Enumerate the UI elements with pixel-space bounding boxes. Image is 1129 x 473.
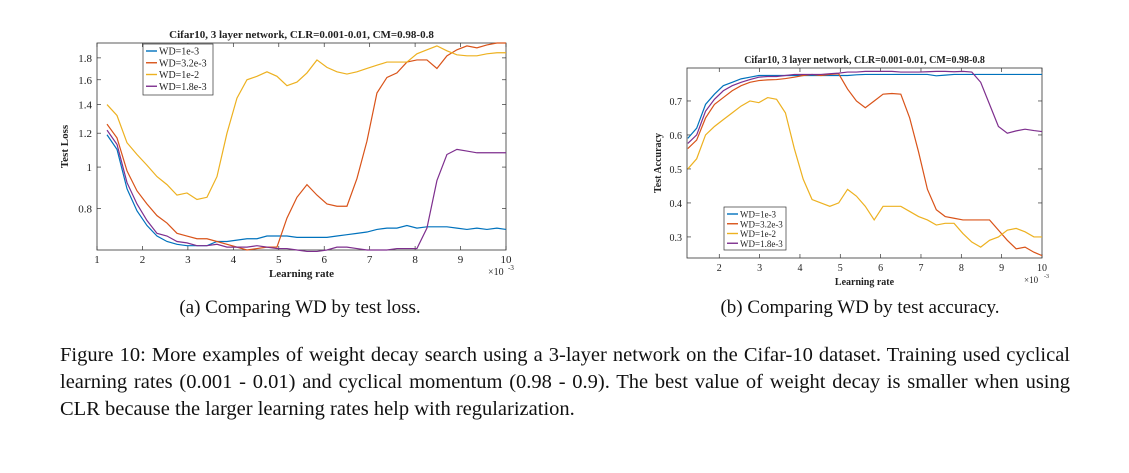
y-tick-label: 1.6 (78, 75, 92, 87)
legend-entry: WD=1.8e-3 (159, 82, 207, 93)
subcaption-b: (b) Comparing WD by test accuracy. (720, 297, 1000, 318)
series-line-wd-1-8e-3 (106, 129, 506, 253)
y-tick-label: 0.5 (670, 165, 683, 176)
series-line-wd-1e-2 (687, 96, 1042, 248)
y-axis-label: Test Accuracy (653, 133, 664, 193)
x-tick-label: 3 (185, 254, 191, 266)
y-tick-label: 1.4 (78, 100, 92, 112)
x-tick-label: 9 (458, 254, 464, 266)
legend-entry: WD=1e-3 (159, 47, 199, 58)
figure-charts: 1 2 3 4 5 6 7 8 9 10 0.8 1 1.2 1.4 1.6 1.8 Cifar10, 3 la… (59, 29, 1049, 288)
legend-entry: WD=1e-3 (740, 210, 777, 220)
x-tick-label: 4 (797, 263, 802, 274)
x-tick-label: 8 (412, 254, 418, 266)
figure-caption: Figure 10: More examples of weight decay… (60, 344, 1070, 420)
y-tick-label: 0.8 (78, 204, 92, 216)
y-tick-label: 1.8 (78, 53, 92, 65)
legend-entry: WD=1e-2 (159, 70, 199, 81)
x-multiplier-exponent: -3 (1044, 274, 1049, 280)
x-tick-label: 7 (367, 254, 373, 266)
legend-box (142, 43, 214, 96)
x-tick-label: 6 (321, 254, 327, 266)
x-tick-label: 10 (501, 254, 513, 266)
x-axis-label: Learning rate (835, 277, 895, 288)
x-tick-label: 4 (231, 254, 237, 266)
x-tick-label: 6 (878, 263, 883, 274)
x-tick-label: 5 (276, 254, 282, 266)
series-line-wd-1e-3 (106, 134, 507, 247)
y-tick-label: 0.3 (670, 233, 683, 244)
x-tick-label: 7 (918, 263, 923, 274)
chart-title: Cifar10, 3 layer network, CLR=0.001-0.01… (744, 55, 985, 66)
chart-loss: 1 2 3 4 5 6 7 8 9 10 0.8 1 1.2 1.4 1.6 1.8 Cifar10, 3 la… (59, 29, 514, 280)
x-tick-label: 8 (959, 263, 964, 274)
x-tick-label: 2 (140, 254, 146, 266)
series-line-wd-3-2e-3 (106, 42, 506, 251)
x-multiplier: ×10 (488, 267, 504, 278)
series-line-wd-3-2e-3 (687, 73, 1043, 257)
legend-entry: WD=1e-2 (740, 229, 776, 239)
x-tick-label: 5 (838, 263, 843, 274)
series-line-wd-1e-3 (687, 73, 1042, 139)
y-tick-label: 0.6 (670, 131, 683, 142)
legend-entry: WD=1.8e-3 (740, 239, 783, 249)
y-tick-label: 0.7 (670, 97, 683, 108)
y-tick-label: 1.2 (78, 128, 92, 140)
y-tick-label: 0.4 (670, 199, 683, 210)
x-multiplier-exponent: -3 (508, 264, 514, 272)
x-tick-label: 1 (94, 254, 100, 266)
legend-entry: WD=3.2e-3 (740, 219, 783, 229)
chart-title: Cifar10, 3 layer network, CLR=0.001-0.01… (169, 29, 434, 41)
y-axis-label: Test Loss (59, 124, 71, 168)
series-line-wd-1-8e-3 (687, 70, 1043, 144)
x-axis-label: Learning rate (269, 268, 334, 280)
y-tick-label: 1 (87, 162, 93, 174)
chart-accuracy: 2 3 4 5 6 7 8 9 10 0.3 0.4 0.5 0.6 0.7 Cifar10, 3 laye… (653, 55, 1049, 288)
x-tick-label: 2 (717, 263, 722, 274)
subcaption-a: (a) Comparing WD by test loss. (179, 297, 421, 318)
x-multiplier: ×10 (1024, 275, 1039, 285)
x-tick-label: 9 (999, 263, 1004, 274)
x-tick-label: 3 (757, 263, 762, 274)
legend-entry: WD=3.2e-3 (159, 58, 207, 69)
series-line-wd-1e-2 (106, 45, 506, 201)
x-tick-label: 10 (1037, 263, 1047, 274)
